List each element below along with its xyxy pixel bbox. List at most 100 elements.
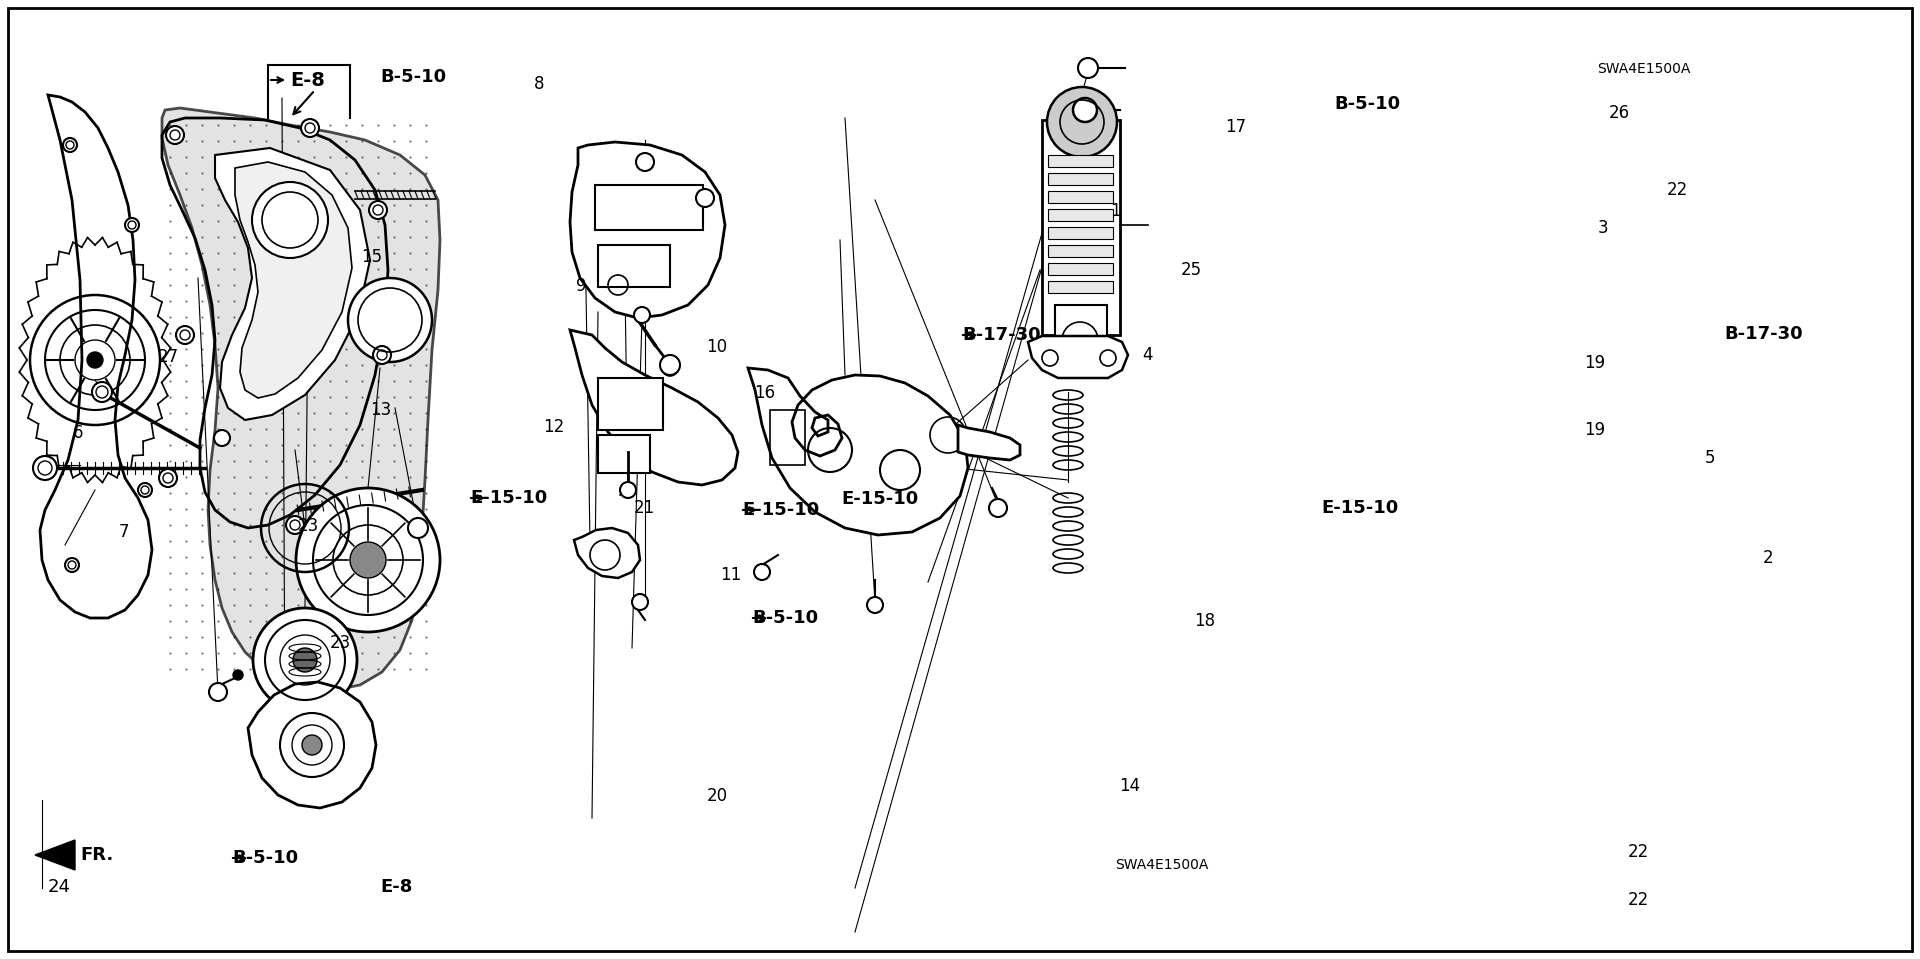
Text: 4: 4 <box>1142 346 1152 363</box>
Text: 27: 27 <box>157 348 179 365</box>
Text: 15: 15 <box>361 248 382 266</box>
Circle shape <box>1077 58 1098 78</box>
Text: 1: 1 <box>1110 202 1121 220</box>
Bar <box>597 378 662 430</box>
Polygon shape <box>248 682 376 808</box>
Text: 14: 14 <box>1119 778 1140 795</box>
Bar <box>595 185 703 230</box>
Circle shape <box>301 735 323 755</box>
Text: 5: 5 <box>1705 450 1715 467</box>
Polygon shape <box>234 162 351 398</box>
Text: E-15-10: E-15-10 <box>470 489 547 507</box>
Text: B-17-30: B-17-30 <box>1724 325 1803 342</box>
Circle shape <box>294 648 317 672</box>
Circle shape <box>92 382 111 402</box>
Text: 22: 22 <box>1667 181 1688 199</box>
Circle shape <box>301 119 319 137</box>
Text: 23: 23 <box>330 634 351 651</box>
Circle shape <box>755 564 770 580</box>
Bar <box>1048 227 1114 239</box>
Bar <box>1048 245 1114 257</box>
Circle shape <box>407 518 428 538</box>
Bar <box>1048 191 1114 203</box>
Circle shape <box>632 594 649 610</box>
Text: E-8: E-8 <box>290 71 324 89</box>
Circle shape <box>868 597 883 613</box>
Bar <box>1048 263 1114 275</box>
Text: SWA4E1500A: SWA4E1500A <box>1116 858 1208 872</box>
Polygon shape <box>574 528 639 578</box>
Text: 19: 19 <box>1584 421 1605 438</box>
Circle shape <box>989 499 1006 517</box>
Circle shape <box>349 542 386 578</box>
Text: 16: 16 <box>755 385 776 402</box>
Bar <box>770 410 804 465</box>
Polygon shape <box>958 425 1020 460</box>
Circle shape <box>33 456 58 480</box>
Circle shape <box>252 182 328 258</box>
Text: SWA4E1500A: SWA4E1500A <box>1597 62 1692 76</box>
Circle shape <box>660 355 680 375</box>
Text: E-8: E-8 <box>380 878 413 896</box>
Circle shape <box>1046 87 1117 157</box>
Text: E-15-10: E-15-10 <box>1321 500 1398 517</box>
Bar <box>1048 209 1114 221</box>
Polygon shape <box>40 95 152 618</box>
Text: 2: 2 <box>1763 550 1774 567</box>
Bar <box>1048 173 1114 185</box>
Polygon shape <box>570 330 737 485</box>
Bar <box>1054 305 1108 340</box>
Text: 23: 23 <box>298 517 319 534</box>
Text: 13: 13 <box>371 402 392 419</box>
Circle shape <box>634 307 651 323</box>
Text: B-5-10: B-5-10 <box>1334 95 1400 112</box>
Text: 20: 20 <box>707 787 728 805</box>
Text: E-15-10: E-15-10 <box>841 490 918 507</box>
Text: FR.: FR. <box>81 846 113 864</box>
Text: 8: 8 <box>534 76 543 93</box>
Text: 18: 18 <box>1194 613 1215 630</box>
Circle shape <box>138 483 152 497</box>
Polygon shape <box>749 368 968 535</box>
Polygon shape <box>1027 336 1129 378</box>
Text: B-5-10: B-5-10 <box>753 609 818 627</box>
Bar <box>1048 281 1114 293</box>
Circle shape <box>1073 98 1096 122</box>
Text: 26: 26 <box>1609 105 1630 122</box>
Circle shape <box>296 488 440 632</box>
Bar <box>1043 120 1119 335</box>
Polygon shape <box>161 108 440 690</box>
Circle shape <box>372 346 392 364</box>
Text: 24: 24 <box>48 878 71 896</box>
Circle shape <box>253 608 357 712</box>
Circle shape <box>348 278 432 362</box>
Text: 21: 21 <box>634 500 655 517</box>
Text: B-5-10: B-5-10 <box>232 849 298 867</box>
Circle shape <box>65 558 79 572</box>
Bar <box>597 245 670 287</box>
Text: B-5-10: B-5-10 <box>380 68 445 85</box>
Polygon shape <box>570 142 726 318</box>
Text: 11: 11 <box>720 567 741 584</box>
Circle shape <box>209 683 227 701</box>
Circle shape <box>159 469 177 487</box>
Circle shape <box>177 326 194 344</box>
Bar <box>1048 155 1114 167</box>
Text: 12: 12 <box>543 418 564 435</box>
Circle shape <box>286 516 303 534</box>
Circle shape <box>63 138 77 152</box>
Circle shape <box>213 430 230 446</box>
Polygon shape <box>215 148 371 420</box>
Bar <box>597 435 651 473</box>
Circle shape <box>86 352 104 368</box>
Text: 6: 6 <box>73 425 83 442</box>
Text: 3: 3 <box>1597 220 1609 237</box>
Text: 7: 7 <box>119 524 129 541</box>
Circle shape <box>165 126 184 144</box>
Text: 22: 22 <box>1628 891 1649 908</box>
Circle shape <box>636 153 655 171</box>
Circle shape <box>620 482 636 498</box>
Text: 17: 17 <box>1225 118 1246 135</box>
Circle shape <box>695 189 714 207</box>
Text: E-15-10: E-15-10 <box>741 501 820 519</box>
